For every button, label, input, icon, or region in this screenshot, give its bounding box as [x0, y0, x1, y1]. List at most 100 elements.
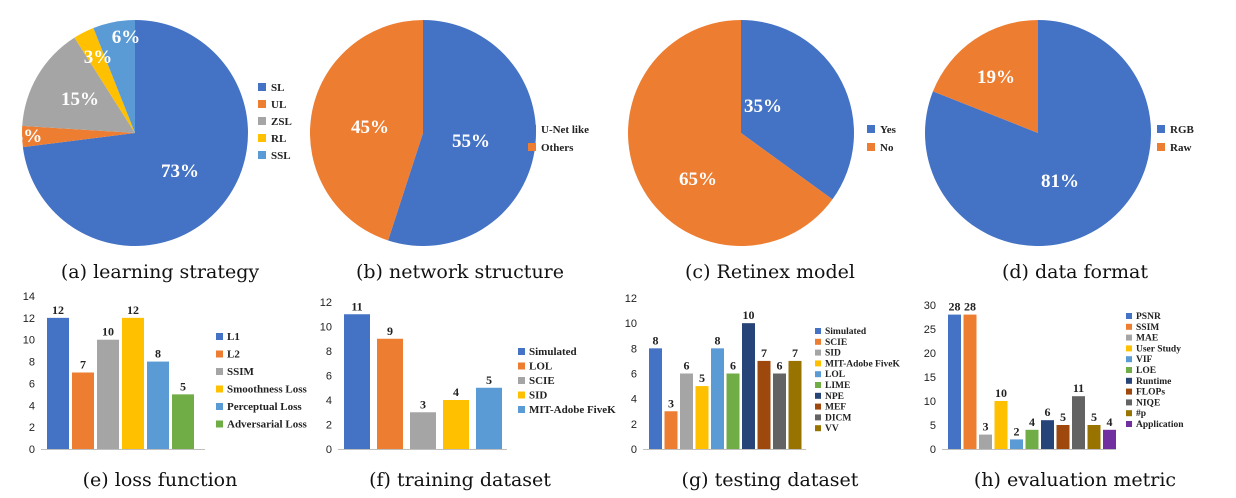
y-tick-label: 15	[924, 372, 936, 384]
bar-mit-adobe-fivek	[695, 386, 709, 449]
data-label-niqe: 11	[1073, 381, 1084, 395]
y-tick-label: 6	[29, 378, 35, 390]
bar-simulated	[649, 348, 662, 449]
bar-smoothness-loss	[122, 317, 144, 449]
data-label-sid: 6	[684, 359, 690, 373]
y-tick-label: 0	[326, 444, 332, 456]
bar-mit-adobe-fivek	[476, 387, 502, 449]
legend-label-ssl: SSL	[271, 150, 291, 162]
legend-label-npe: NPE	[825, 392, 844, 402]
legend-swatch-adversarial-loss	[216, 420, 223, 428]
data-label-l1: 12	[52, 303, 64, 317]
legend-label-simulated: Simulated	[825, 327, 867, 337]
legend-label-l1: L1	[227, 331, 240, 343]
legend-swatch-ul	[258, 100, 266, 108]
data-label-perceptual-loss: 8	[155, 347, 161, 361]
legend-swatch-loe	[1126, 367, 1132, 373]
bar-user-study	[994, 401, 1008, 449]
bar-npe	[742, 323, 755, 449]
data-label-mae: 3	[983, 420, 989, 434]
data-label-flops: 5	[1060, 410, 1066, 424]
y-tick-label: 4	[326, 395, 332, 407]
legend-label-no: No	[880, 142, 894, 154]
legend-swatch-rl	[258, 134, 266, 142]
legend-swatch-rgb	[1157, 125, 1165, 133]
pie-label-yes: 35%	[744, 96, 782, 117]
legend-swatch-scie	[815, 338, 821, 345]
legend-swatch-npe	[815, 392, 821, 399]
pie-slice-rgb	[925, 20, 1152, 247]
legend-swatch-zsl	[258, 117, 266, 125]
legend-swatch-simulated	[518, 348, 525, 355]
y-tick-label: 2	[29, 422, 35, 434]
legend-label-user-study: User Study	[1136, 344, 1181, 354]
bar-psnr	[948, 314, 961, 449]
legend-label-psnr: PSNR	[1136, 312, 1161, 322]
caption-d: (d) data format	[1002, 261, 1148, 283]
data-label-simulated: 8	[653, 333, 659, 347]
legend-swatch-flops	[1126, 388, 1132, 395]
legend-swatch-yes	[867, 125, 875, 133]
y-tick-label: 4	[631, 394, 637, 406]
data-label-ssim: 28	[964, 300, 976, 314]
legend-swatch-niqe	[1126, 399, 1132, 406]
pie-label-rl: 3%	[84, 47, 113, 68]
caption-c: (c) Retinex model	[685, 261, 855, 283]
legend-label-rl: RL	[271, 133, 286, 145]
data-label-mef: 7	[761, 346, 767, 360]
pie-slice-raw	[932, 20, 1038, 133]
legend-swatch-lime	[815, 382, 821, 388]
bar-application	[1103, 429, 1116, 449]
legend-label-ul: UL	[271, 99, 286, 111]
pie-label-others: 45%	[351, 117, 389, 138]
legend-label-scie: SCIE	[529, 375, 555, 387]
legend-swatch-mef	[815, 403, 821, 410]
bar-runtime	[1041, 420, 1054, 449]
legend-label-application: Application	[1136, 420, 1184, 430]
bar-simulated	[344, 314, 370, 449]
data-label-dicm: 6	[777, 359, 783, 373]
bar-lol	[377, 338, 403, 449]
y-tick-label: 10	[625, 318, 637, 330]
legend-swatch-sid	[518, 391, 525, 399]
y-tick-label: 6	[326, 371, 332, 383]
data-label-mit-adobe-fivek: 5	[486, 373, 492, 387]
data-label-vv: 7	[792, 346, 798, 360]
caption-h: (h) evaluation metric	[974, 469, 1176, 491]
pie-chart-data-format: 81% 19% RGB Raw	[925, 20, 1195, 247]
legend-swatch-smoothness-loss	[216, 385, 223, 393]
pie-slice-ul	[21, 125, 135, 148]
data-label-npe: 10	[743, 308, 755, 322]
legend-swatch-scie	[518, 377, 525, 384]
bar-lime	[726, 373, 740, 449]
data-label-mit-adobe-fivek: 5	[699, 371, 705, 385]
y-tick-label: 8	[29, 357, 35, 369]
legend-swatch-dicm	[815, 414, 821, 421]
legend-label-flops: FLOPs	[1136, 388, 1165, 398]
legend-label-lime: LIME	[825, 381, 850, 391]
pie-slice-yes	[741, 20, 855, 200]
bar-sid	[443, 400, 469, 449]
bar-perceptual-loss	[147, 361, 169, 449]
legend-label-simulated: Simulated	[529, 346, 577, 358]
pie-slice-rl	[74, 27, 135, 133]
bar-ssim	[963, 314, 977, 449]
pie-label-raw: 19%	[977, 67, 1015, 88]
data-label-simulated: 11	[351, 299, 362, 313]
legend-label-sid: SID	[825, 349, 841, 359]
data-label-lol: 8	[715, 333, 721, 347]
bar-lol	[711, 348, 724, 449]
y-tick-label: 25	[924, 324, 936, 336]
data-label-lime: 6	[730, 359, 736, 373]
legend-swatch-l1	[216, 333, 223, 340]
pie-label-rgb: 81%	[1041, 171, 1079, 192]
legend-label-mef: MEF	[825, 403, 846, 413]
legend-swatch-p	[1126, 410, 1132, 417]
bar-chart-loss-function: 0 2 4 6 8 10 12 14 12 7 10 12 8 5 L1 L2 SSIM Smoothness L…	[23, 291, 308, 456]
pie-slice-no	[628, 20, 833, 246]
bar-dicm	[773, 373, 786, 449]
legend-swatch-application	[1126, 421, 1132, 427]
legend-swatch-perceptual-loss	[216, 403, 223, 410]
pie-slice-zsl	[22, 37, 135, 134]
